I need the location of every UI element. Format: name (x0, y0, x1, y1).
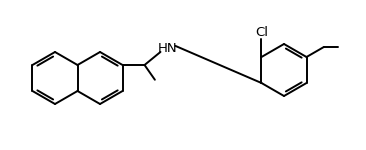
Text: Cl: Cl (255, 26, 268, 39)
Text: HN: HN (158, 42, 177, 56)
